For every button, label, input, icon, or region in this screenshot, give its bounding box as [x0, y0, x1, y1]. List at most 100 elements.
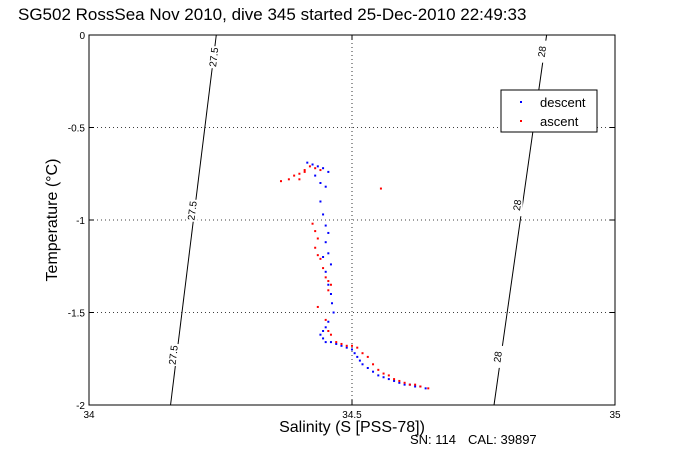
contour-label-0-0: 27.5	[208, 46, 221, 67]
footer-cal: CAL: 39897	[468, 432, 537, 447]
ascent-point-9	[298, 178, 301, 181]
contour-label-bg-1-1	[512, 194, 523, 217]
descent-point-45	[414, 385, 417, 388]
descent-point-28	[335, 342, 338, 345]
descent-point-35	[361, 363, 364, 366]
descent-point-4	[327, 170, 330, 173]
ascent-point-32	[366, 355, 369, 358]
descent-point-32	[353, 352, 356, 355]
y-tick-label-3: -1.5	[68, 309, 86, 320]
contour-label-bg-0-2	[168, 344, 179, 367]
descent-point-9	[322, 213, 325, 216]
descent-point-38	[377, 374, 380, 377]
descent-point-47	[424, 387, 427, 390]
descent-point-41	[393, 379, 396, 382]
descent-point-12	[324, 241, 327, 244]
y-tick-label-0: 0	[79, 31, 85, 42]
contour-label-1-1: 28	[512, 199, 525, 212]
descent-point-29	[340, 344, 343, 347]
ascent-point-28	[345, 344, 348, 347]
descent-point-16	[324, 270, 327, 273]
ascent-point-42	[419, 385, 422, 388]
ascent-point-43	[427, 387, 430, 390]
ascent-point-5	[308, 165, 311, 168]
x-axis-ticks: 34 34.5 35	[83, 35, 621, 421]
ascent-point-14	[314, 246, 317, 249]
ascent-point-37	[393, 378, 396, 381]
ascent-point-20	[329, 283, 332, 286]
descent-point-7	[324, 185, 327, 188]
ascent-point-41	[414, 383, 417, 386]
descent-point-19	[331, 302, 334, 305]
y-tick-label-2: -1	[76, 216, 85, 227]
descent-point-2	[316, 165, 319, 168]
ascent-point-3	[298, 172, 301, 175]
ascent-point-33	[372, 363, 375, 366]
contour-label-1-2: 28	[492, 350, 505, 363]
x-tick-label-1: 34.5	[342, 410, 362, 421]
legend: descent ascent	[500, 89, 598, 133]
ascent-point-30	[356, 346, 359, 349]
descent-point-39	[382, 376, 385, 379]
ascent-point-17	[322, 267, 325, 270]
contour-label-1-0: 28	[537, 45, 550, 58]
ascent-point-8	[303, 170, 306, 173]
descent-point-31	[351, 348, 353, 351]
footer-serial: SN: 114	[410, 432, 456, 447]
contour-label-0-1: 27.5	[186, 200, 199, 221]
x-tick-label-0: 34	[83, 410, 95, 421]
descent-point-33	[356, 355, 359, 358]
y-axis-label: Temperature (°C)	[44, 159, 61, 282]
ascent-point-40	[408, 383, 411, 386]
descent-point-22	[324, 326, 327, 329]
ascent-point-12	[314, 230, 317, 233]
descent-point-18	[329, 293, 332, 295]
ascent-point-22	[316, 305, 319, 308]
ascent-point-16	[319, 257, 322, 260]
ascent-point-21	[327, 289, 330, 292]
ascent-point-24	[327, 330, 330, 332]
descent-point-10	[324, 224, 327, 227]
ascent-point-15	[316, 254, 319, 257]
ascent-point-31	[361, 352, 364, 355]
descent-point-34	[358, 359, 361, 362]
descent-point-25	[322, 337, 325, 340]
contour-label-bg-1-0	[537, 40, 548, 63]
descent-point-37	[372, 370, 375, 373]
ascent-point-25	[329, 333, 332, 336]
legend-ascent-label: ascent	[540, 114, 579, 129]
descent-point-17	[327, 283, 330, 286]
ascent-point-7	[319, 169, 322, 172]
y-tick-label-4: -2	[76, 401, 85, 412]
ascent-point-35	[382, 372, 385, 375]
ascent-point-18	[324, 276, 327, 279]
descent-point-42	[398, 381, 401, 384]
ascent-point-6	[314, 167, 317, 170]
ascent-point-2	[293, 174, 296, 177]
descent-point-15	[322, 256, 325, 258]
ascent-point-39	[403, 381, 406, 384]
ascent-point-4	[303, 169, 306, 172]
grid-lines	[89, 35, 615, 405]
descent-point-11	[327, 231, 330, 234]
descent-point-14	[329, 263, 332, 266]
contour-label-bg-1-2	[493, 345, 504, 368]
ascent-point-23	[324, 318, 327, 321]
ascent-point-0	[279, 180, 282, 183]
ascent-point-1	[287, 178, 290, 181]
ascent-point-26	[335, 341, 338, 344]
ascent-point-29	[351, 344, 353, 347]
descent-point-0	[306, 161, 309, 164]
ascent-point-10	[379, 187, 382, 190]
y-tick-label-1: -0.5	[68, 124, 86, 135]
ascent-point-19	[327, 280, 330, 283]
descent-point-23	[322, 330, 325, 332]
chart-title: SG502 RossSea Nov 2010, dive 345 started…	[18, 5, 526, 24]
descent-point-36	[366, 367, 369, 369]
descent-point-6	[319, 182, 322, 184]
descent-point-3	[322, 167, 325, 170]
descent-point-43	[403, 383, 406, 386]
ascent-point-34	[377, 368, 380, 371]
descent-point-24	[319, 333, 322, 336]
